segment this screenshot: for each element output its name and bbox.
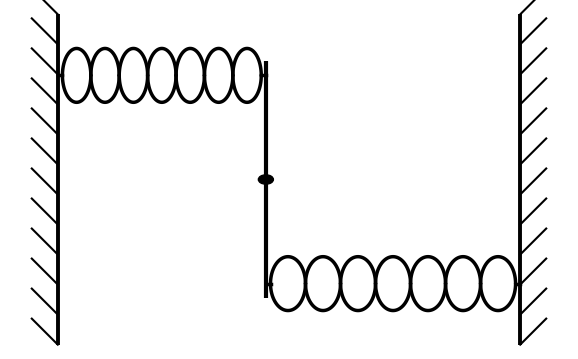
Circle shape [258, 175, 273, 184]
